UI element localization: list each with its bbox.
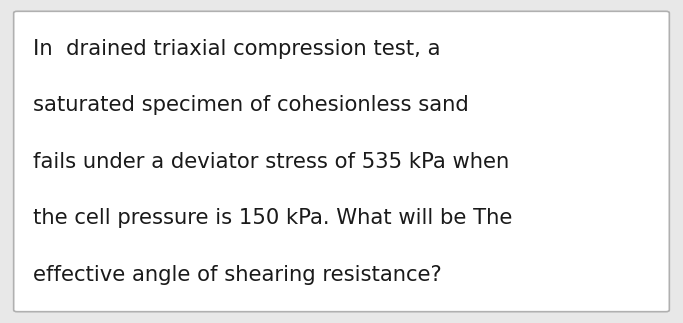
Text: the cell pressure is 150 kPa. What will be The: the cell pressure is 150 kPa. What will … [33,208,512,228]
Text: effective angle of shearing resistance?: effective angle of shearing resistance? [33,265,441,285]
Text: In  drained triaxial compression test, a: In drained triaxial compression test, a [33,39,441,59]
FancyBboxPatch shape [14,11,669,312]
Text: saturated specimen of cohesionless sand: saturated specimen of cohesionless sand [33,95,469,115]
Text: fails under a deviator stress of 535 kPa when: fails under a deviator stress of 535 kPa… [33,152,509,172]
